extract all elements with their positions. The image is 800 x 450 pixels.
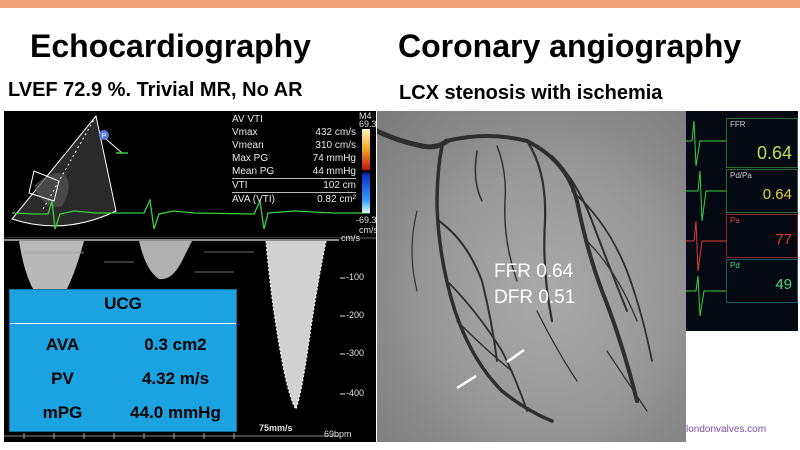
probe-marker-icon: [99, 130, 109, 140]
ucg-value: 4.32 m/s: [141, 369, 210, 388]
monitor-value: 49: [775, 276, 792, 293]
velocity-tick: -100: [346, 272, 365, 282]
heart-rate: 69bpm: [324, 429, 352, 439]
stenosis-marker: [456, 374, 477, 390]
readout-label: Vmax: [232, 127, 258, 138]
readout-row: Max PG 74 mmHg: [232, 152, 356, 165]
monitor-label: Pd/Pa: [730, 171, 752, 180]
angio-overlay-text: FFR 0.64 DFR 0.51: [494, 259, 575, 311]
echo-sample-box: [28, 170, 60, 202]
left-subheading: LVEF 72.9 %. Trivial MR, No AR: [8, 79, 303, 101]
velocity-tick: -400: [346, 388, 365, 398]
monitor-value: 0.64: [762, 186, 792, 203]
readout-value: 44 mmHg: [312, 166, 356, 177]
doppler-envelope-1: [19, 241, 84, 303]
sweep-speed: 75mm/s: [259, 423, 293, 433]
monitor-label: FFR: [730, 120, 746, 129]
monitor-pdpa-box: Pd/Pa 0.64: [726, 169, 798, 213]
doppler-measurements: AV VTI Vmax 432 cm/s Vmean 310 cm/s Max PG…: [232, 113, 356, 206]
right-heading: Coronary angiography: [398, 28, 742, 64]
ucg-row: PV 4.32 m/s: [10, 362, 236, 396]
ucg-value: 44.0 mmHg: [130, 403, 221, 422]
monitor-pd-box: Pd 49: [726, 259, 798, 303]
color-scale-mode: M4: [359, 111, 372, 121]
readout-label: Max PG: [232, 153, 269, 164]
velocity-unit: cm/s: [341, 233, 360, 243]
ucg-row: AVA 0.3 cm2: [10, 328, 236, 362]
monitor-ffr-box: FFR 0.64: [726, 118, 798, 168]
monitor-label: Pd: [730, 261, 740, 270]
ffr-label: FFR 0.64: [494, 261, 574, 282]
readout-row: VTI 102 cm: [232, 178, 356, 192]
source-credit: londonvalves.com: [686, 424, 767, 435]
readout-label: Vmean: [232, 140, 264, 151]
vti-trace: [265, 240, 327, 411]
ucg-label: PV: [51, 369, 74, 388]
readout-row: Vmean 310 cm/s: [232, 139, 356, 152]
dfr-label: DFR 0.51: [494, 287, 576, 308]
color-scale-top: 69.3: [359, 119, 376, 129]
readout-value: 102 cm: [323, 180, 356, 191]
echo-structure: [34, 172, 69, 207]
left-heading: Echocardiography: [30, 28, 311, 64]
readout-value: 0.82 cm²: [317, 194, 356, 205]
monitor-label: Pa: [730, 216, 740, 225]
velocity-tick: -200: [346, 310, 365, 320]
right-subheading: LCX stenosis with ischemia: [399, 82, 663, 104]
readout-label: Mean PG: [232, 166, 275, 177]
readout-row: AVA (VTI) 0.82 cm²: [232, 192, 356, 206]
ucg-summary-table: UCG AVA 0.3 cm2 PV 4.32 m/s mPG 44.0 mmH…: [9, 289, 237, 432]
monitor-value: 77: [775, 231, 792, 248]
ucg-row: mPG 44.0 mmHg: [10, 396, 236, 430]
angiography-image: FFR 0.64 DFR 0.51: [377, 111, 686, 442]
monitor-waveforms: [686, 120, 726, 317]
top-accent-bar: [0, 0, 800, 8]
readout-row: Mean PG 44 mmHg: [232, 165, 356, 178]
readout-value: 432 cm/s: [315, 127, 356, 138]
readout-title: AV VTI: [232, 114, 263, 125]
readout-label: AVA (VTI): [232, 194, 275, 205]
color-scale-bar: [362, 129, 370, 213]
monitor-pa-box: Pa 77: [726, 214, 798, 258]
velocity-tick: -300: [346, 348, 365, 358]
doppler-envelope-3: [266, 241, 326, 409]
monitor-value: 0.64: [756, 143, 792, 163]
readout-row: Vmax 432 cm/s: [232, 126, 356, 139]
ecg-trace: [11, 197, 370, 230]
echo-cursor-line: [41, 115, 97, 212]
ucg-title: UCG: [104, 294, 142, 313]
readout-value: 74 mmHg: [312, 153, 356, 164]
probe-marker-label: P: [102, 133, 107, 140]
readout-label: VTI: [232, 180, 248, 191]
readout-value: 310 cm/s: [315, 140, 356, 151]
angio-vessels: [377, 128, 653, 423]
color-scale-bottom: -69.3: [356, 215, 376, 225]
ucg-label: mPG: [42, 403, 83, 422]
ucg-value: 0.3 cm2: [144, 335, 207, 354]
doppler-envelope-2: [139, 241, 192, 280]
stenosis-marker: [506, 348, 525, 364]
color-scale-unit: cm/s: [359, 225, 376, 235]
ucg-label: AVA: [45, 335, 80, 354]
pressure-monitor: FFR 0.64 Pd/Pa 0.64 Pa 77 Pd 49: [686, 111, 798, 331]
ucg-divider: [10, 323, 236, 324]
